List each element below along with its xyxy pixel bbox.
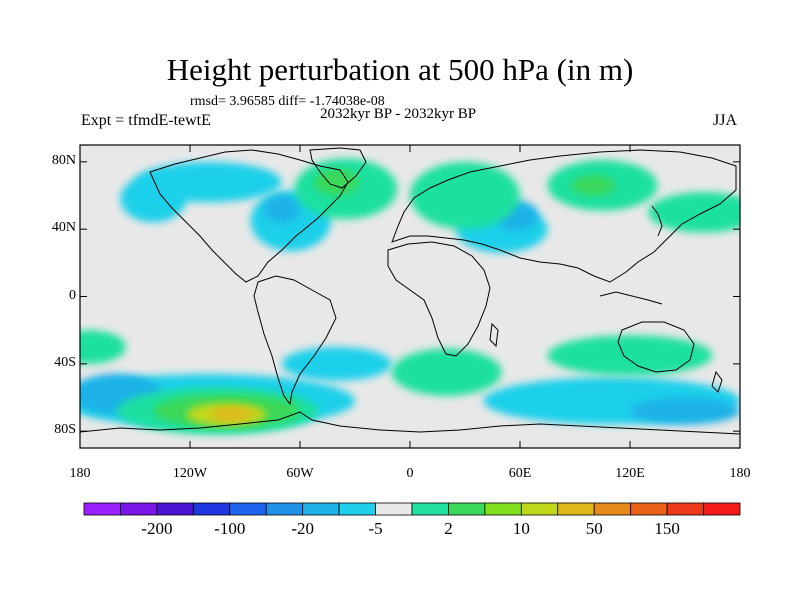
colorbar-swatch-8: [375, 502, 413, 516]
field-contour-16: [391, 348, 502, 396]
field-contour-19: [314, 168, 359, 196]
colorbar-swatch-5: [265, 502, 304, 516]
axis-ticks: [79, 145, 741, 448]
coast-new-zealand: [711, 370, 723, 393]
coast-greenland: [309, 147, 367, 189]
field-contour-10: [630, 397, 740, 425]
lat-label-3: 40S: [54, 354, 76, 370]
coast-japan: [651, 205, 663, 237]
colorbar-swatch-7: [338, 502, 376, 516]
field-contour-14: [648, 192, 740, 233]
coast-indonesia: [599, 291, 663, 305]
lon-label-3: 0: [406, 466, 414, 481]
lat-label-2: 0: [69, 287, 76, 303]
field-contour-8: [263, 195, 300, 223]
coast-eurasia: [391, 149, 737, 283]
colorbar-swatch-6: [302, 502, 340, 516]
colorbar-label-7: 150: [654, 519, 680, 538]
lat-label-0: 80N: [51, 152, 76, 168]
field-contour-12: [410, 161, 520, 230]
field-contour-4: [281, 347, 392, 381]
colorbar-label-1: -100: [214, 519, 246, 538]
colorbar-label-5: 10: [512, 519, 530, 538]
coast-africa: [387, 241, 491, 357]
colorbar-swatch-15: [630, 502, 668, 516]
colorbar-label-4: 2: [444, 519, 453, 538]
colorbar-swatch-4: [229, 502, 267, 516]
colorbar-swatch-2: [156, 502, 194, 516]
colorbar-label-2: -20: [291, 519, 314, 538]
coast-antarctica: [80, 411, 740, 435]
field-contour-17: [547, 335, 713, 376]
colorbar: [83, 502, 741, 516]
lon-label-5: 120E: [615, 466, 645, 481]
colorbar-label-0: -200: [141, 519, 173, 538]
colorbar-swatch-0: [83, 502, 121, 516]
lon-label-4: 60E: [508, 466, 532, 481]
colorbar-label-6: 50: [585, 519, 603, 538]
colorbar-swatch-16: [666, 502, 704, 516]
coast-australia: [617, 321, 695, 373]
colorbar-swatch-10: [448, 502, 486, 516]
experiment-label: Expt = tfmdE-tewtE: [81, 112, 211, 129]
colorbar-swatch-17: [703, 502, 741, 516]
colorbar-swatch-12: [520, 502, 559, 516]
lat-label-4: 80S: [54, 422, 76, 438]
colorbar-label-3: -5: [368, 519, 383, 538]
lon-label-1: 120W: [172, 466, 208, 481]
colorbar-swatch-13: [557, 502, 595, 516]
rmsd-diff-stats: rmsd= 3.96585 diff= -1.74038e-08: [190, 94, 385, 109]
colorbar-swatch-14: [593, 502, 632, 516]
lon-label-0: 180: [69, 466, 91, 481]
coastlines: [80, 147, 740, 435]
height-field: [80, 158, 740, 435]
coast-madagascar: [489, 322, 499, 348]
lon-label-2: 60W: [286, 466, 314, 481]
chart-title: Height perturbation at 500 hPa (in m): [166, 52, 634, 87]
colorbar-swatch-3: [192, 502, 231, 516]
field-contour-15: [80, 330, 126, 364]
coast-north-america: [149, 149, 349, 283]
time-period: 2032kyr BP - 2032kyr BP: [320, 106, 477, 122]
coast-south-america: [253, 275, 337, 406]
field-contour-20: [571, 175, 616, 196]
field-contour-23: [210, 407, 255, 422]
colorbar-swatch-9: [411, 502, 449, 516]
lon-label-6: 180: [729, 466, 751, 481]
colorbar-swatch-1: [120, 502, 158, 516]
lat-label-1: 40N: [51, 220, 76, 236]
colorbar-swatch-11: [484, 502, 522, 516]
season-label: JJA: [713, 112, 738, 129]
field-contour-3: [135, 161, 282, 203]
